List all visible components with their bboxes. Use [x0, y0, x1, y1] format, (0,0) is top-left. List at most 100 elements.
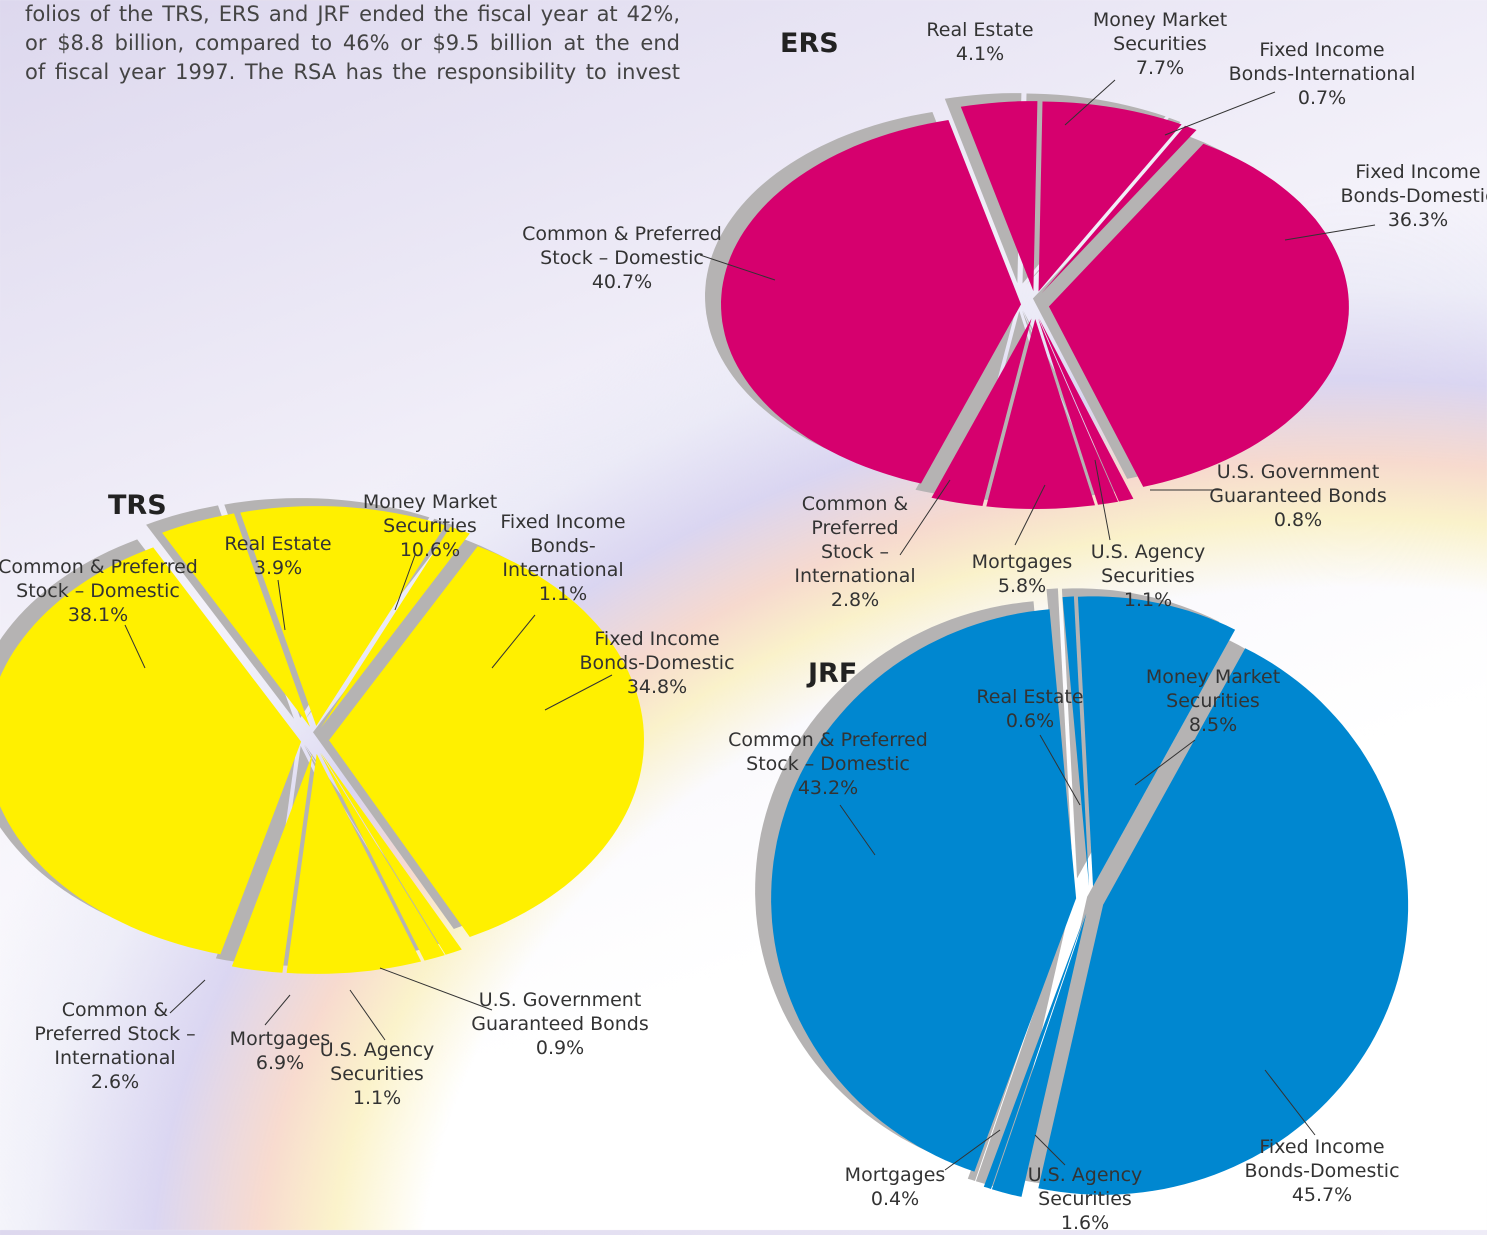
slice-label: Mortgages [229, 1028, 331, 1050]
slice-label: Common & Preferred Stock – Domestic [522, 223, 722, 269]
leader-line [1039, 734, 1081, 806]
pie-slice [1062, 596, 1090, 887]
slice-value-label: 0.9% [535, 1037, 585, 1059]
slice-label: Real Estate [976, 686, 1084, 708]
slice-value-label: 1.1% [538, 583, 588, 605]
leader-line [1064, 79, 1116, 126]
paragraph-line: folios of the TRS, ERS and JRF ended the… [25, 2, 680, 26]
pie-slice [983, 913, 1086, 1189]
pie-slice [931, 318, 1032, 506]
leader-line [699, 254, 776, 281]
leader-line [1264, 1069, 1316, 1136]
slice-value-label: 2.8% [830, 589, 880, 611]
slice-value-label: 0.4% [870, 1188, 920, 1210]
pie-slice [960, 101, 1038, 292]
slice-label: Common & Preferred Stock – International [34, 999, 196, 1069]
leader-line [544, 674, 613, 711]
slice-label: Mortgages [971, 551, 1073, 573]
leader-line [379, 967, 493, 1011]
paragraph-line: of fiscal year 1997. The RSA has the res… [25, 60, 680, 84]
slice-label: Common & Preferred Stock – Domestic [0, 556, 198, 602]
leader-line [1164, 91, 1276, 136]
slice-label: Common & Preferred Stock – International [794, 493, 916, 587]
leader-line [1034, 1134, 1066, 1166]
slice-label: U.S. Agency Securities [319, 1039, 435, 1085]
pie-slice [328, 546, 644, 937]
slice-label: Mortgages [844, 1164, 946, 1186]
slice-value-label: 1.1% [352, 1087, 402, 1109]
leader-line [839, 804, 876, 856]
slice-value-label: 10.6% [399, 539, 461, 561]
pie-slice [721, 120, 1022, 484]
pie-slice [986, 318, 1095, 509]
slice-value-label: 0.6% [1005, 710, 1055, 732]
slice-label: Fixed Income Bonds-International [1228, 39, 1416, 85]
slice-value-label: 6.9% [255, 1052, 305, 1074]
slice-value-label: 45.7% [1291, 1184, 1353, 1206]
leader-line [491, 614, 536, 669]
slice-value-label: 5.8% [997, 575, 1047, 597]
chart-title: JRF [808, 658, 858, 689]
pie-slice [320, 753, 445, 961]
pie-slice [0, 547, 302, 955]
slice-value-label: 4.1% [955, 43, 1005, 65]
pie-slice [320, 752, 462, 955]
pie-slice [286, 753, 422, 974]
slice-label: Common & Preferred Stock – Domestic [728, 729, 928, 775]
slice-label: U.S. Government Guaranteed Bonds [1209, 461, 1387, 507]
pie-slice [231, 753, 313, 973]
slice-value-label: 1.6% [1060, 1212, 1110, 1234]
pie-slice [771, 609, 1077, 1172]
leader-line [169, 979, 206, 1014]
slice-label: Real Estate [926, 19, 1034, 41]
slice-label: U.S. Agency Securities [1090, 541, 1206, 587]
pie-slice [1041, 125, 1197, 293]
slice-label: Real Estate [224, 533, 332, 555]
leader-line [349, 989, 386, 1041]
slice-value-label: 0.7% [1297, 87, 1347, 109]
leader-line [944, 1129, 1001, 1171]
pie-slice [1048, 143, 1349, 487]
slice-label: Money Market Securities [362, 491, 498, 537]
slice-value-label: 40.7% [591, 271, 653, 293]
chart-title: ERS [780, 28, 839, 59]
slice-value-label: 8.5% [1188, 714, 1238, 736]
leader-line [277, 579, 286, 631]
pie-slice [991, 913, 1087, 1197]
slice-label: Fixed Income Bonds- International [500, 511, 626, 581]
leader-line [1094, 459, 1111, 541]
pie-slice [1038, 648, 1409, 1195]
chart-title: TRS [108, 490, 167, 521]
pie-slice [321, 526, 470, 728]
slice-label: Fixed Income Bonds-Domestic [579, 628, 735, 674]
leader-line [1284, 224, 1376, 241]
slice-value-label: 3.9% [253, 557, 303, 579]
pie-slice [1038, 101, 1182, 292]
slice-value-label: 7.7% [1135, 57, 1185, 79]
pie-slice [162, 513, 310, 727]
slice-value-label: 0.8% [1273, 509, 1323, 531]
slice-label: Money Market Securities [1145, 666, 1281, 712]
leader-line [899, 479, 951, 556]
slice-label: Fixed Income Bonds-Domestic [1244, 1136, 1400, 1182]
slice-value-label: 43.2% [797, 777, 859, 799]
slice-label: U.S. Agency Securities [1027, 1164, 1143, 1210]
pie-slice [1038, 318, 1119, 505]
slice-value-label: 36.3% [1387, 209, 1449, 231]
pie-slice [1077, 596, 1236, 887]
slice-label: Money Market Securities [1092, 9, 1228, 55]
slice-value-label: 34.8% [626, 676, 688, 698]
paragraph-line: or $8.8 billion, compared to 46% or $9.5… [25, 31, 680, 55]
slice-value-label: 38.1% [67, 604, 129, 626]
pie-slice [1039, 318, 1134, 502]
pie-slice [240, 506, 446, 727]
slice-label: U.S. Government Guaranteed Bonds [471, 989, 649, 1035]
slice-label: Fixed Income Bonds-Domestic [1340, 161, 1487, 207]
leader-line [264, 994, 291, 1026]
leader-line [1014, 484, 1046, 546]
slice-value-label: 1.1% [1123, 589, 1173, 611]
slice-value-label: 2.6% [90, 1071, 140, 1093]
leader-line [1134, 739, 1196, 786]
